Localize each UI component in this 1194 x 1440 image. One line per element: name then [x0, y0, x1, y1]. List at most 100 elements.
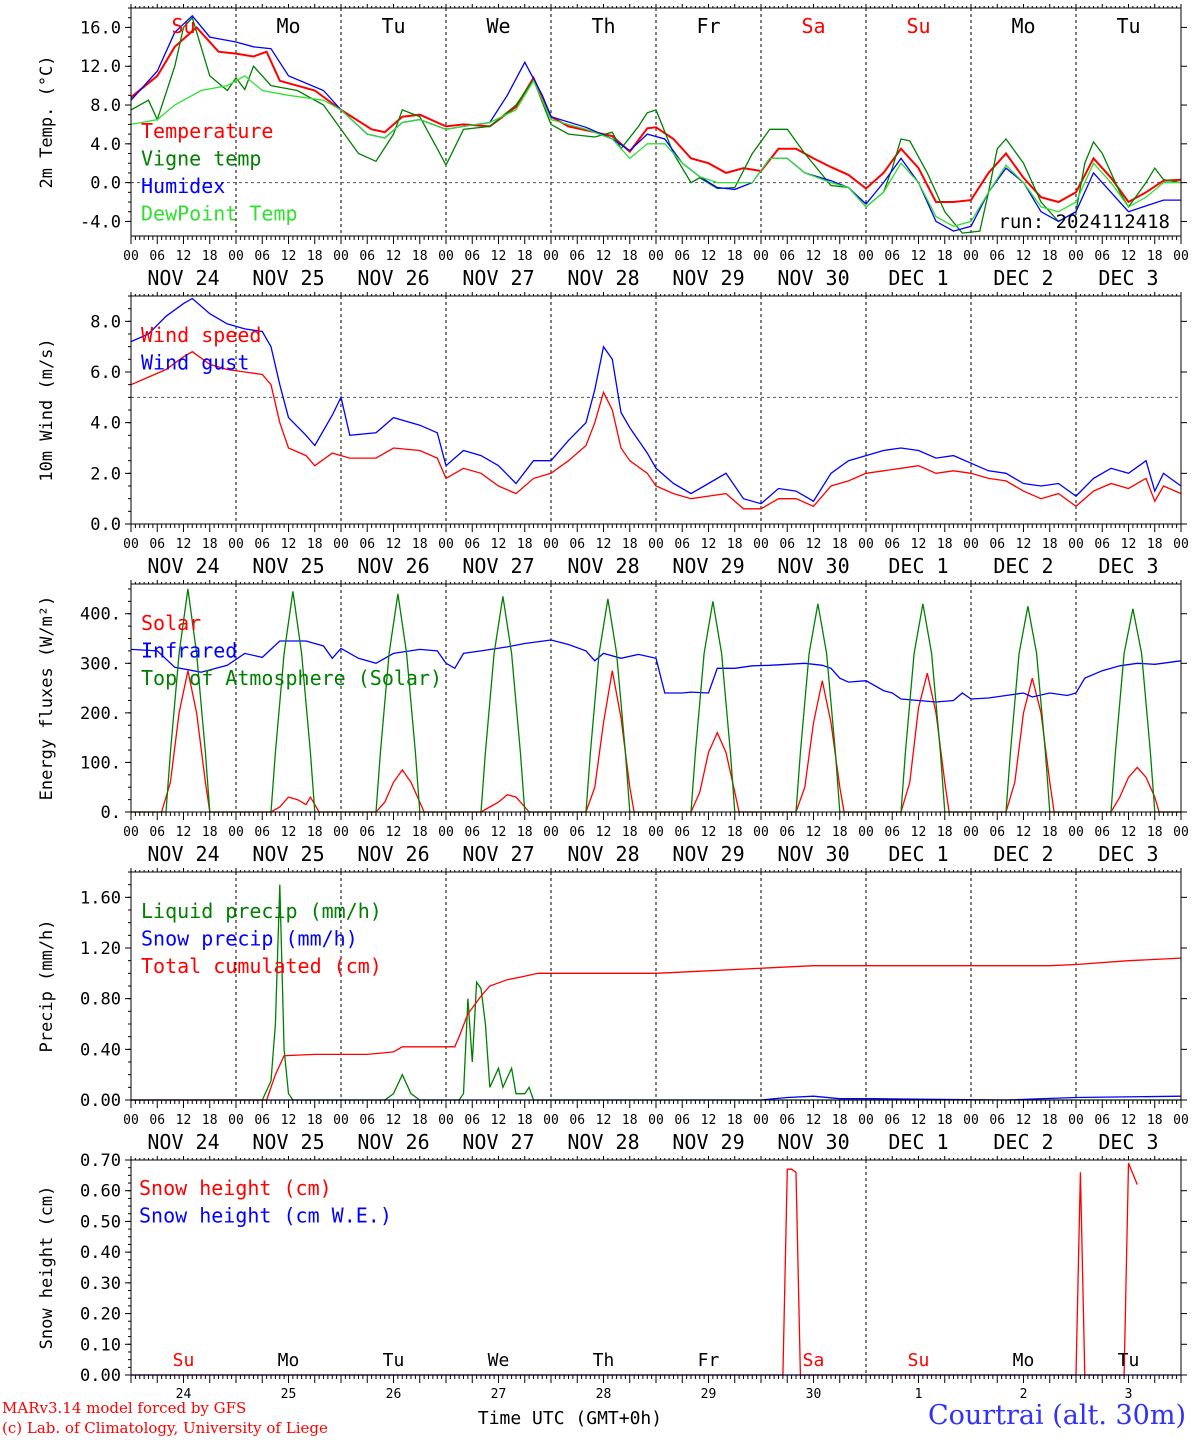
hour-tick-label: 12 [701, 537, 717, 552]
hour-tick-label: 12 [1121, 825, 1137, 840]
hour-tick-label: 12 [176, 1113, 192, 1128]
hour-tick-label: 06 [149, 1113, 165, 1128]
date-label: NOV 26 [357, 554, 429, 578]
weekday-label: We [486, 14, 510, 38]
date-label: DEC 2 [993, 266, 1053, 290]
day-number-label: 29 [701, 1387, 717, 1402]
y-tick-label: 1.20 [80, 939, 121, 959]
hour-tick-label: 18 [517, 1113, 533, 1128]
date-label: DEC 3 [1098, 842, 1158, 866]
hour-tick-label: 06 [884, 249, 900, 264]
hour-tick-label: 06 [359, 537, 375, 552]
hour-tick-label: 06 [464, 249, 480, 264]
legend-entry: Snow height (cm W.E.) [139, 1204, 392, 1228]
hour-tick-label: 06 [674, 1113, 690, 1128]
hour-tick-label: 00 [648, 249, 664, 264]
y-tick-label: 6.0 [90, 363, 121, 383]
y-tick-label: 0.40 [80, 1040, 121, 1060]
hour-tick-label: 18 [937, 1113, 953, 1128]
day-number-label: 30 [806, 1387, 822, 1402]
weekday-label: Sa [803, 1350, 825, 1371]
hour-tick-label: 12 [596, 537, 612, 552]
hour-tick-label: 18 [1147, 537, 1163, 552]
weekday-label: We [488, 1350, 510, 1371]
hour-tick-label: 00 [753, 249, 769, 264]
hour-tick-label: 00 [228, 249, 244, 264]
y-tick-label: -4.0 [80, 212, 121, 232]
hour-tick-label: 00 [543, 249, 559, 264]
hour-tick-label: 12 [386, 537, 402, 552]
hour-tick-label: 12 [596, 1113, 612, 1128]
y-tick-label: 0.80 [80, 990, 121, 1010]
hour-tick-label: 00 [648, 1113, 664, 1128]
hour-tick-label: 06 [359, 825, 375, 840]
hour-tick-label: 12 [1121, 1113, 1137, 1128]
hour-tick-label: 00 [123, 1113, 139, 1128]
hour-tick-label: 00 [543, 537, 559, 552]
date-label: NOV 25 [252, 1130, 324, 1154]
legend-entry: Humidex [141, 174, 225, 198]
date-label: NOV 25 [252, 266, 324, 290]
hour-tick-label: 00 [648, 825, 664, 840]
y-tick-label: 0.0 [90, 174, 121, 194]
date-label: NOV 29 [672, 266, 744, 290]
hour-tick-label: 18 [412, 249, 428, 264]
date-label: NOV 24 [147, 1130, 219, 1154]
hour-tick-label: 06 [674, 825, 690, 840]
series-line-2-2 [130, 297, 1182, 505]
weekday-label: Tu [381, 14, 405, 38]
hour-tick-label: 18 [727, 537, 743, 552]
hour-tick-label: 06 [569, 537, 585, 552]
y-tick-label: 0.00 [80, 1366, 121, 1386]
hour-tick-label: 00 [858, 537, 874, 552]
hour-tick-label: 06 [1094, 1113, 1110, 1128]
hour-tick-label: 00 [228, 825, 244, 840]
y-axis-label: Snow height (cm) [37, 1186, 57, 1350]
day-number-label: 27 [491, 1387, 507, 1402]
hour-tick-label: 00 [228, 537, 244, 552]
hour-tick-label: 12 [911, 537, 927, 552]
hour-tick-label: 06 [884, 1113, 900, 1128]
date-label: DEC 2 [993, 554, 1053, 578]
hour-tick-label: 06 [254, 249, 270, 264]
weekday-label: Tu [1116, 14, 1140, 38]
y-axis-label: Energy fluxes (W/m²) [37, 596, 57, 801]
hour-tick-label: 00 [753, 537, 769, 552]
weekday-label: Th [591, 14, 615, 38]
series-line-1-4 [130, 75, 1181, 227]
hour-tick-label: 18 [622, 249, 638, 264]
panel-2: 0.0 2.0 4.0 6.0 8.0 10m Wind (m/s) 00 06 12 18 00 0… [37, 292, 1189, 578]
hour-tick-label: 12 [806, 1113, 822, 1128]
hour-tick-label: 12 [491, 537, 507, 552]
hour-tick-label: 18 [832, 1113, 848, 1128]
hour-tick-label: 18 [517, 249, 533, 264]
hour-tick-label: 12 [1016, 249, 1032, 264]
y-tick-label: 12.0 [80, 57, 121, 77]
date-label: DEC 1 [888, 266, 948, 290]
hour-tick-label: 12 [386, 1113, 402, 1128]
hour-tick-label: 12 [281, 825, 297, 840]
hour-tick-label: 18 [1042, 1113, 1058, 1128]
date-label: NOV 26 [357, 266, 429, 290]
hour-tick-label: 12 [596, 249, 612, 264]
hour-tick-label: 06 [1094, 825, 1110, 840]
hour-tick-label: 12 [911, 1113, 927, 1128]
hour-tick-label: 18 [937, 825, 953, 840]
date-label: NOV 26 [357, 842, 429, 866]
date-label: NOV 29 [672, 842, 744, 866]
hour-tick-label: 00 [543, 825, 559, 840]
series-line-2-1 [130, 350, 1182, 510]
weekday-label: Fr [698, 1350, 720, 1371]
hour-tick-label: 18 [1147, 249, 1163, 264]
date-label: NOV 30 [777, 554, 849, 578]
hour-tick-label: 18 [1042, 825, 1058, 840]
hour-tick-label: 06 [989, 1113, 1005, 1128]
hour-tick-label: 06 [1094, 249, 1110, 264]
legend-entry: Infrared [141, 639, 237, 663]
hour-tick-label: 12 [386, 825, 402, 840]
hour-tick-label: 12 [1121, 537, 1137, 552]
hour-tick-label: 06 [989, 825, 1005, 840]
y-tick-label: 16.0 [80, 18, 121, 38]
run-label: run: 2024112418 [998, 211, 1170, 233]
panel-3: 0. 100. 200. 300. 400. Energy fluxes (W/m²) 00… [37, 580, 1189, 866]
